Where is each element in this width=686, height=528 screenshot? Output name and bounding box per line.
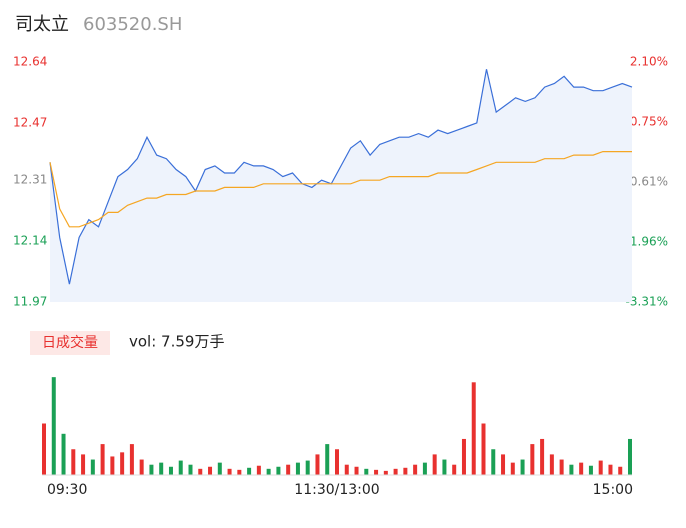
volume-bar <box>188 464 193 475</box>
y2-tick-label: 0.75% <box>630 114 668 128</box>
volume-bar <box>442 459 447 475</box>
volume-bar <box>530 444 535 475</box>
volume-bar <box>129 444 134 475</box>
volume-bar <box>618 466 623 475</box>
volume-bar <box>61 433 66 475</box>
volume-bar <box>354 466 359 475</box>
volume-bar <box>461 438 466 475</box>
volume-bar <box>71 449 76 475</box>
volume-bar <box>325 444 330 475</box>
y2-tick-label: -1.96% <box>626 235 668 249</box>
y-tick-label: 11.97 <box>13 295 47 309</box>
x-tick-label: 09:30 <box>47 482 87 498</box>
volume-bar <box>90 459 95 475</box>
volume-bar <box>159 462 164 475</box>
volume-bar <box>198 468 203 475</box>
volume-bar <box>139 459 144 475</box>
volume-bar <box>432 454 437 475</box>
y2-tick-label: -3.31% <box>626 295 668 309</box>
volume-bar <box>100 444 105 475</box>
volume-bar <box>471 382 476 475</box>
x-tick-label: 11:30/13:00 <box>294 482 379 498</box>
volume-bar <box>256 465 261 475</box>
stock-code: 603520.SH <box>83 14 182 35</box>
average-line <box>49 151 632 228</box>
y2-tick-label: -0.61% <box>626 175 668 189</box>
volume-label: vol: 7.59万手 <box>129 333 224 351</box>
volume-bar <box>540 438 545 475</box>
volume-bar <box>588 465 593 475</box>
volume-bar <box>520 459 525 475</box>
volume-bar <box>481 423 486 475</box>
volume-bar <box>305 460 310 475</box>
volume-bar <box>178 460 183 475</box>
volume-bar <box>286 464 291 475</box>
volume-bar <box>452 464 457 475</box>
volume-bar <box>266 468 271 475</box>
volume-bar <box>510 462 515 475</box>
x-tick-label: 15:00 <box>593 482 633 498</box>
volume-bar <box>374 469 379 475</box>
y-tick-label: 12.64 <box>13 55 47 69</box>
y2-tick-label: 2.10% <box>630 55 668 69</box>
volume-bar <box>120 452 125 475</box>
volume-bar <box>549 454 554 475</box>
price-line <box>49 69 633 285</box>
volume-bar <box>81 454 86 475</box>
volume-bar <box>628 438 632 475</box>
volume-bar <box>422 462 427 475</box>
volume-bar <box>237 469 242 475</box>
volume-bar <box>393 468 398 475</box>
volume-bar <box>295 462 300 475</box>
badge-bg <box>30 331 110 355</box>
volume-bar <box>501 454 506 475</box>
volume-bar <box>315 454 320 475</box>
volume-bar <box>344 464 349 475</box>
volume-bar <box>276 466 281 475</box>
y-tick-label: 12.14 <box>13 234 47 248</box>
volume-badge: 日成交量 <box>42 334 98 351</box>
price-area <box>50 69 632 302</box>
volume-bar <box>110 456 115 475</box>
volume-bar <box>168 466 173 475</box>
volume-bar <box>335 449 339 475</box>
volume-bar <box>364 468 369 475</box>
volume-bar <box>383 470 388 475</box>
volume-bar <box>227 468 232 475</box>
volume-bar <box>42 423 46 475</box>
y-tick-label: 12.31 <box>13 173 47 187</box>
volume-bar <box>247 467 252 475</box>
y-tick-label: 12.47 <box>13 115 47 129</box>
stock-name: 司太立 <box>15 14 69 35</box>
volume-bar <box>491 449 496 475</box>
volume-bar <box>559 459 564 475</box>
volume-bar <box>413 464 418 475</box>
volume-bar <box>208 466 213 475</box>
volume-bar <box>403 467 408 475</box>
volume-bar <box>217 462 222 475</box>
volume-bar <box>569 464 574 475</box>
volume-bar <box>608 464 613 475</box>
volume-bar <box>598 460 603 475</box>
volume-bar <box>579 462 584 475</box>
volume-bar <box>51 377 56 475</box>
volume-bar <box>149 464 154 475</box>
